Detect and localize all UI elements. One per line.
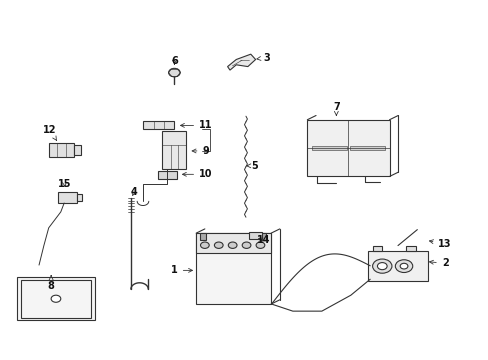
Circle shape <box>372 259 391 273</box>
Circle shape <box>377 262 386 270</box>
Text: 14: 14 <box>257 235 270 245</box>
Text: 15: 15 <box>58 179 71 189</box>
Bar <box>49 144 74 157</box>
Bar <box>349 146 384 150</box>
Circle shape <box>214 242 223 248</box>
Text: 3: 3 <box>256 53 269 63</box>
Bar <box>20 280 91 318</box>
Bar <box>196 233 270 304</box>
Bar <box>17 278 95 320</box>
Bar <box>196 233 270 253</box>
Text: 4: 4 <box>131 188 137 197</box>
Bar <box>200 233 205 240</box>
Text: 2: 2 <box>428 258 447 268</box>
Bar <box>74 145 81 155</box>
Bar <box>142 121 174 129</box>
Bar <box>372 246 382 251</box>
Bar <box>58 192 77 203</box>
Text: 13: 13 <box>428 239 451 249</box>
Bar <box>406 246 415 251</box>
Text: 9: 9 <box>192 146 209 156</box>
Text: 7: 7 <box>332 102 339 116</box>
Bar <box>162 131 186 169</box>
Bar <box>367 251 427 281</box>
Bar <box>260 233 265 240</box>
Text: 11: 11 <box>180 120 212 130</box>
Text: 5: 5 <box>246 161 257 171</box>
Bar <box>311 146 346 150</box>
Circle shape <box>200 242 209 248</box>
Text: 10: 10 <box>182 169 212 179</box>
Text: 8: 8 <box>48 276 55 291</box>
Polygon shape <box>227 54 255 70</box>
Circle shape <box>399 263 407 269</box>
Circle shape <box>242 242 250 248</box>
Bar <box>77 194 81 201</box>
Bar <box>158 171 177 179</box>
Circle shape <box>228 242 237 248</box>
Text: 1: 1 <box>171 265 192 275</box>
Circle shape <box>256 242 264 248</box>
Circle shape <box>168 68 180 77</box>
Circle shape <box>51 295 61 302</box>
Text: 6: 6 <box>171 56 178 66</box>
Circle shape <box>394 260 412 273</box>
Text: 12: 12 <box>43 125 57 141</box>
Polygon shape <box>262 235 267 237</box>
Bar <box>249 233 262 239</box>
Bar <box>307 120 389 176</box>
